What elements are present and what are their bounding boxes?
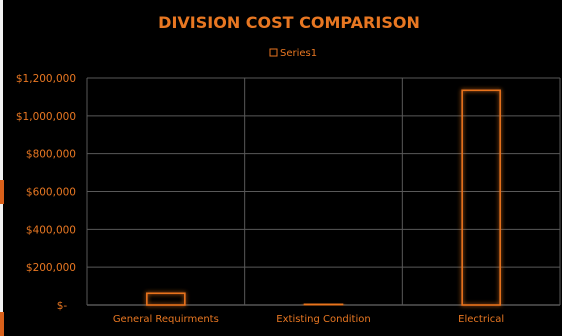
spreadsheet-edge (0, 0, 3, 336)
legend-label-series1: Series1 (280, 48, 317, 59)
x-axis: General Requirments Extisting Condition El… (113, 314, 504, 325)
bar-electrical (461, 89, 501, 306)
bar-general-requirments (146, 292, 186, 306)
legend[interactable]: Series1 (269, 48, 317, 59)
plot-bars (146, 89, 501, 306)
legend-swatch-series1 (269, 48, 278, 57)
spreadsheet-cell-mark (0, 312, 4, 336)
y-tick-label: $1,200,000 (16, 73, 76, 85)
x-tick-label: Extisting Condition (276, 314, 370, 325)
y-tick-label: $200,000 (26, 262, 76, 274)
plot-gridlines (86, 77, 561, 306)
bar-extisting-condition (303, 303, 344, 306)
x-tick-label: General Requirments (113, 314, 219, 325)
chart-title: DIVISION COST COMPARISON (158, 13, 420, 32)
spreadsheet-cell-mark (0, 180, 4, 204)
y-tick-label: $400,000 (26, 224, 76, 236)
y-tick-label: $1,000,000 (16, 111, 76, 123)
y-tick-label: $- (57, 300, 68, 312)
y-axis: $- $200,000 $400,000 $600,000 $800,000 $1,000… (16, 73, 76, 312)
y-tick-label: $600,000 (26, 187, 76, 199)
y-tick-label: $800,000 (26, 149, 76, 161)
x-tick-label: Electrical (458, 314, 504, 325)
